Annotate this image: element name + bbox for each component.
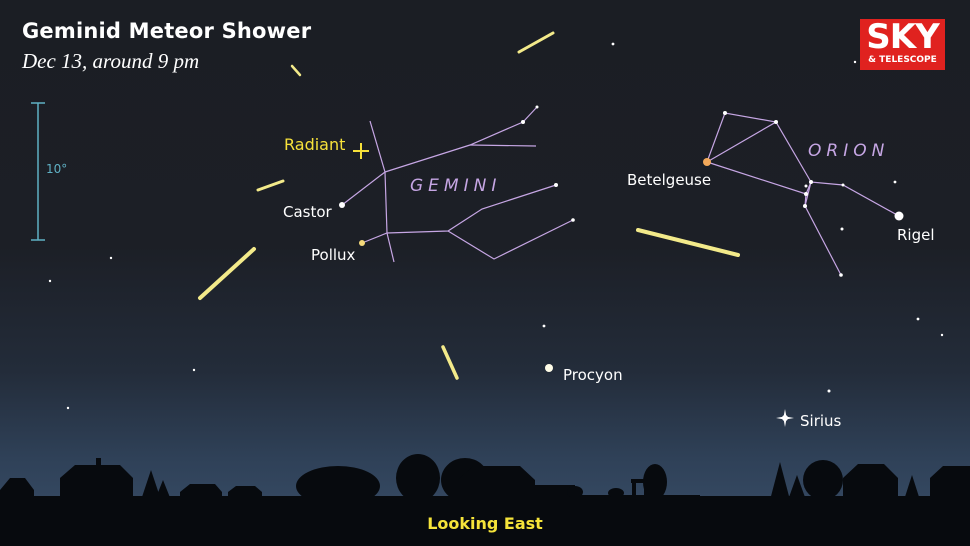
meteor: [636, 228, 740, 257]
radiant-label: Radiant: [284, 135, 346, 154]
chart-subtitle: Dec 13, around 9 pm: [22, 49, 200, 73]
constellation-orion: ORION: [808, 141, 890, 161]
sky-telescope-logo: SKY & TELESCOPE: [860, 19, 945, 70]
meteor: [198, 247, 256, 300]
label-sirius: Sirius: [800, 412, 842, 430]
star-betelgeuse: [703, 158, 711, 166]
meteor: [441, 345, 459, 380]
logo-sub: & TELESCOPE: [868, 55, 937, 65]
meteor: [517, 31, 555, 54]
meteor: [256, 179, 285, 192]
star-rigel: [894, 211, 904, 221]
horizon-silhouette: [0, 454, 970, 546]
meteors: [150, 31, 740, 380]
scale-bar: [31, 102, 45, 241]
named-stars: [339, 158, 904, 427]
chart-title: Geminid Meteor Shower: [22, 19, 312, 43]
label-rigel: Rigel: [897, 226, 935, 244]
scale-label: 10°: [46, 162, 68, 176]
star-sirius: [776, 409, 794, 427]
constellation-stars: [521, 105, 845, 277]
background-stars: [48, 42, 944, 410]
orion-lines: [706, 112, 900, 276]
label-betelgeuse: Betelgeuse: [627, 171, 712, 189]
label-castor: Castor: [283, 203, 332, 221]
label-pollux: Pollux: [311, 246, 356, 264]
direction-label: Looking East: [427, 514, 543, 533]
gemini-lines: [341, 106, 574, 263]
radiant-marker: [353, 143, 369, 159]
logo-main: SKY: [866, 17, 939, 57]
label-procyon: Procyon: [563, 366, 623, 384]
star-pollux: [359, 240, 365, 246]
star-procyon: [545, 364, 553, 372]
star-castor: [339, 202, 345, 208]
constellation-gemini: GEMINI: [410, 176, 502, 196]
meteor: [290, 64, 302, 77]
